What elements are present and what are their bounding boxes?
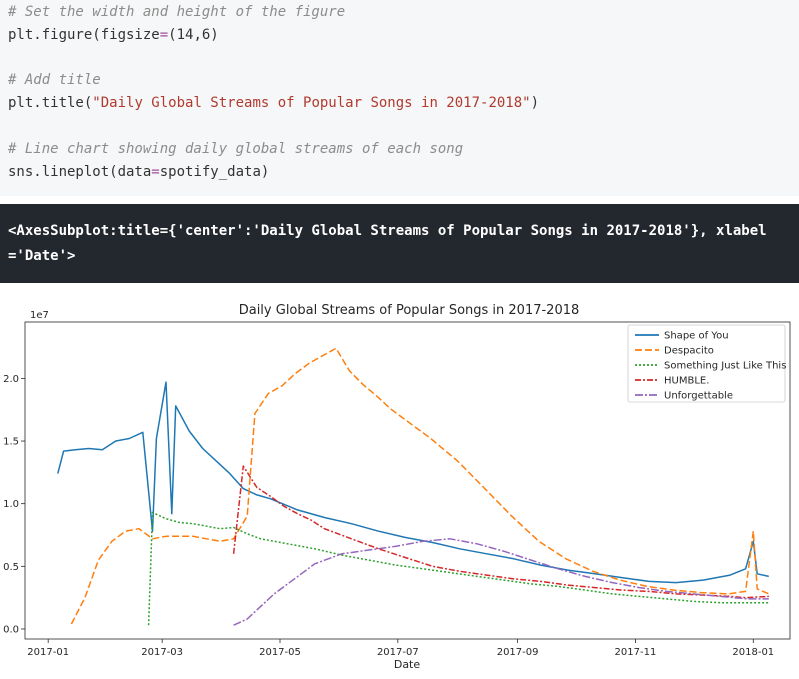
series-line-0 bbox=[57, 381, 769, 584]
x-tick-label: 2017-03 bbox=[141, 647, 183, 658]
axis-ticks: 2017-01 2017-03 2017-05 2017-07 2017-09 2017-… bbox=[3, 374, 774, 658]
code-text: plt.title( bbox=[8, 95, 93, 111]
y-tick-label: 2.0 bbox=[3, 374, 19, 385]
legend-label: Despacito bbox=[664, 346, 714, 357]
code-operator: = bbox=[151, 164, 160, 180]
series-line-3 bbox=[232, 465, 769, 599]
line-chart: Daily Global Streams of Popular Songs in… bbox=[3, 303, 791, 671]
x-tick-label: 2018-01 bbox=[732, 647, 774, 658]
legend-label: Unforgettable bbox=[664, 391, 733, 402]
figure: Daily Global Streams of Popular Songs in… bbox=[0, 290, 799, 675]
output-cell: <AxesSubplot:title={'center':'Daily Glob… bbox=[0, 204, 799, 283]
output-text-line: <AxesSubplot:title={'center':'Daily Glob… bbox=[8, 223, 767, 239]
y-tick-label: 1.0 bbox=[3, 499, 19, 510]
legend-label: Something Just Like This bbox=[664, 361, 786, 372]
y-tick-label: 0.5 bbox=[3, 562, 19, 573]
x-tick-label: 2017-11 bbox=[615, 647, 657, 658]
code-line: sns.lineplot(data=spotify_data) bbox=[8, 164, 269, 180]
series-lines bbox=[57, 347, 770, 626]
legend: Shape of You Despacito Something Just Like… bbox=[627, 324, 786, 403]
series-line-1 bbox=[70, 347, 770, 625]
series-line-2 bbox=[147, 511, 769, 626]
legend-label: HUMBLE. bbox=[664, 376, 709, 387]
plot-frame bbox=[24, 321, 791, 640]
code-comment-line: # Set the width and height of the figure bbox=[8, 4, 346, 20]
x-tick-label: 2017-05 bbox=[259, 647, 301, 658]
x-axis-label: Date bbox=[394, 658, 421, 671]
code-line: plt.figure(figsize=(14,6) bbox=[8, 27, 219, 43]
code-text: spotify_data) bbox=[159, 164, 270, 180]
code-cell[interactable]: # Set the width and height of the figure… bbox=[0, 0, 799, 196]
code-comment-line: # Line chart showing daily global stream… bbox=[8, 141, 464, 157]
x-tick-label: 2017-09 bbox=[497, 647, 539, 658]
code-text: sns.lineplot(data bbox=[8, 164, 152, 180]
code-operator: = bbox=[159, 27, 169, 43]
code-comment-line: # Add title bbox=[8, 72, 101, 88]
code-text: (14,6) bbox=[168, 27, 219, 43]
code-text: ) bbox=[530, 95, 540, 111]
code-string: "Daily Global Streams of Popular Songs i… bbox=[92, 95, 531, 111]
legend-items: Shape of You Despacito Something Just Like… bbox=[635, 331, 786, 402]
y-offset-label: 1e7 bbox=[30, 310, 49, 321]
legend-label: Shape of You bbox=[664, 331, 729, 342]
code-line: plt.title("Daily Global Streams of Popul… bbox=[8, 95, 539, 111]
output-text-line: ='Date'> bbox=[8, 248, 76, 264]
chart-title: Daily Global Streams of Popular Songs in… bbox=[239, 303, 580, 318]
x-tick-label: 2017-01 bbox=[27, 647, 69, 658]
y-tick-label: 1.5 bbox=[3, 437, 19, 448]
legend-box bbox=[627, 324, 786, 403]
code-text: plt.figure(figsize bbox=[8, 27, 160, 43]
x-tick-label: 2017-07 bbox=[377, 647, 419, 658]
series-line-4 bbox=[233, 538, 769, 626]
y-tick-label: 0.0 bbox=[3, 624, 19, 635]
